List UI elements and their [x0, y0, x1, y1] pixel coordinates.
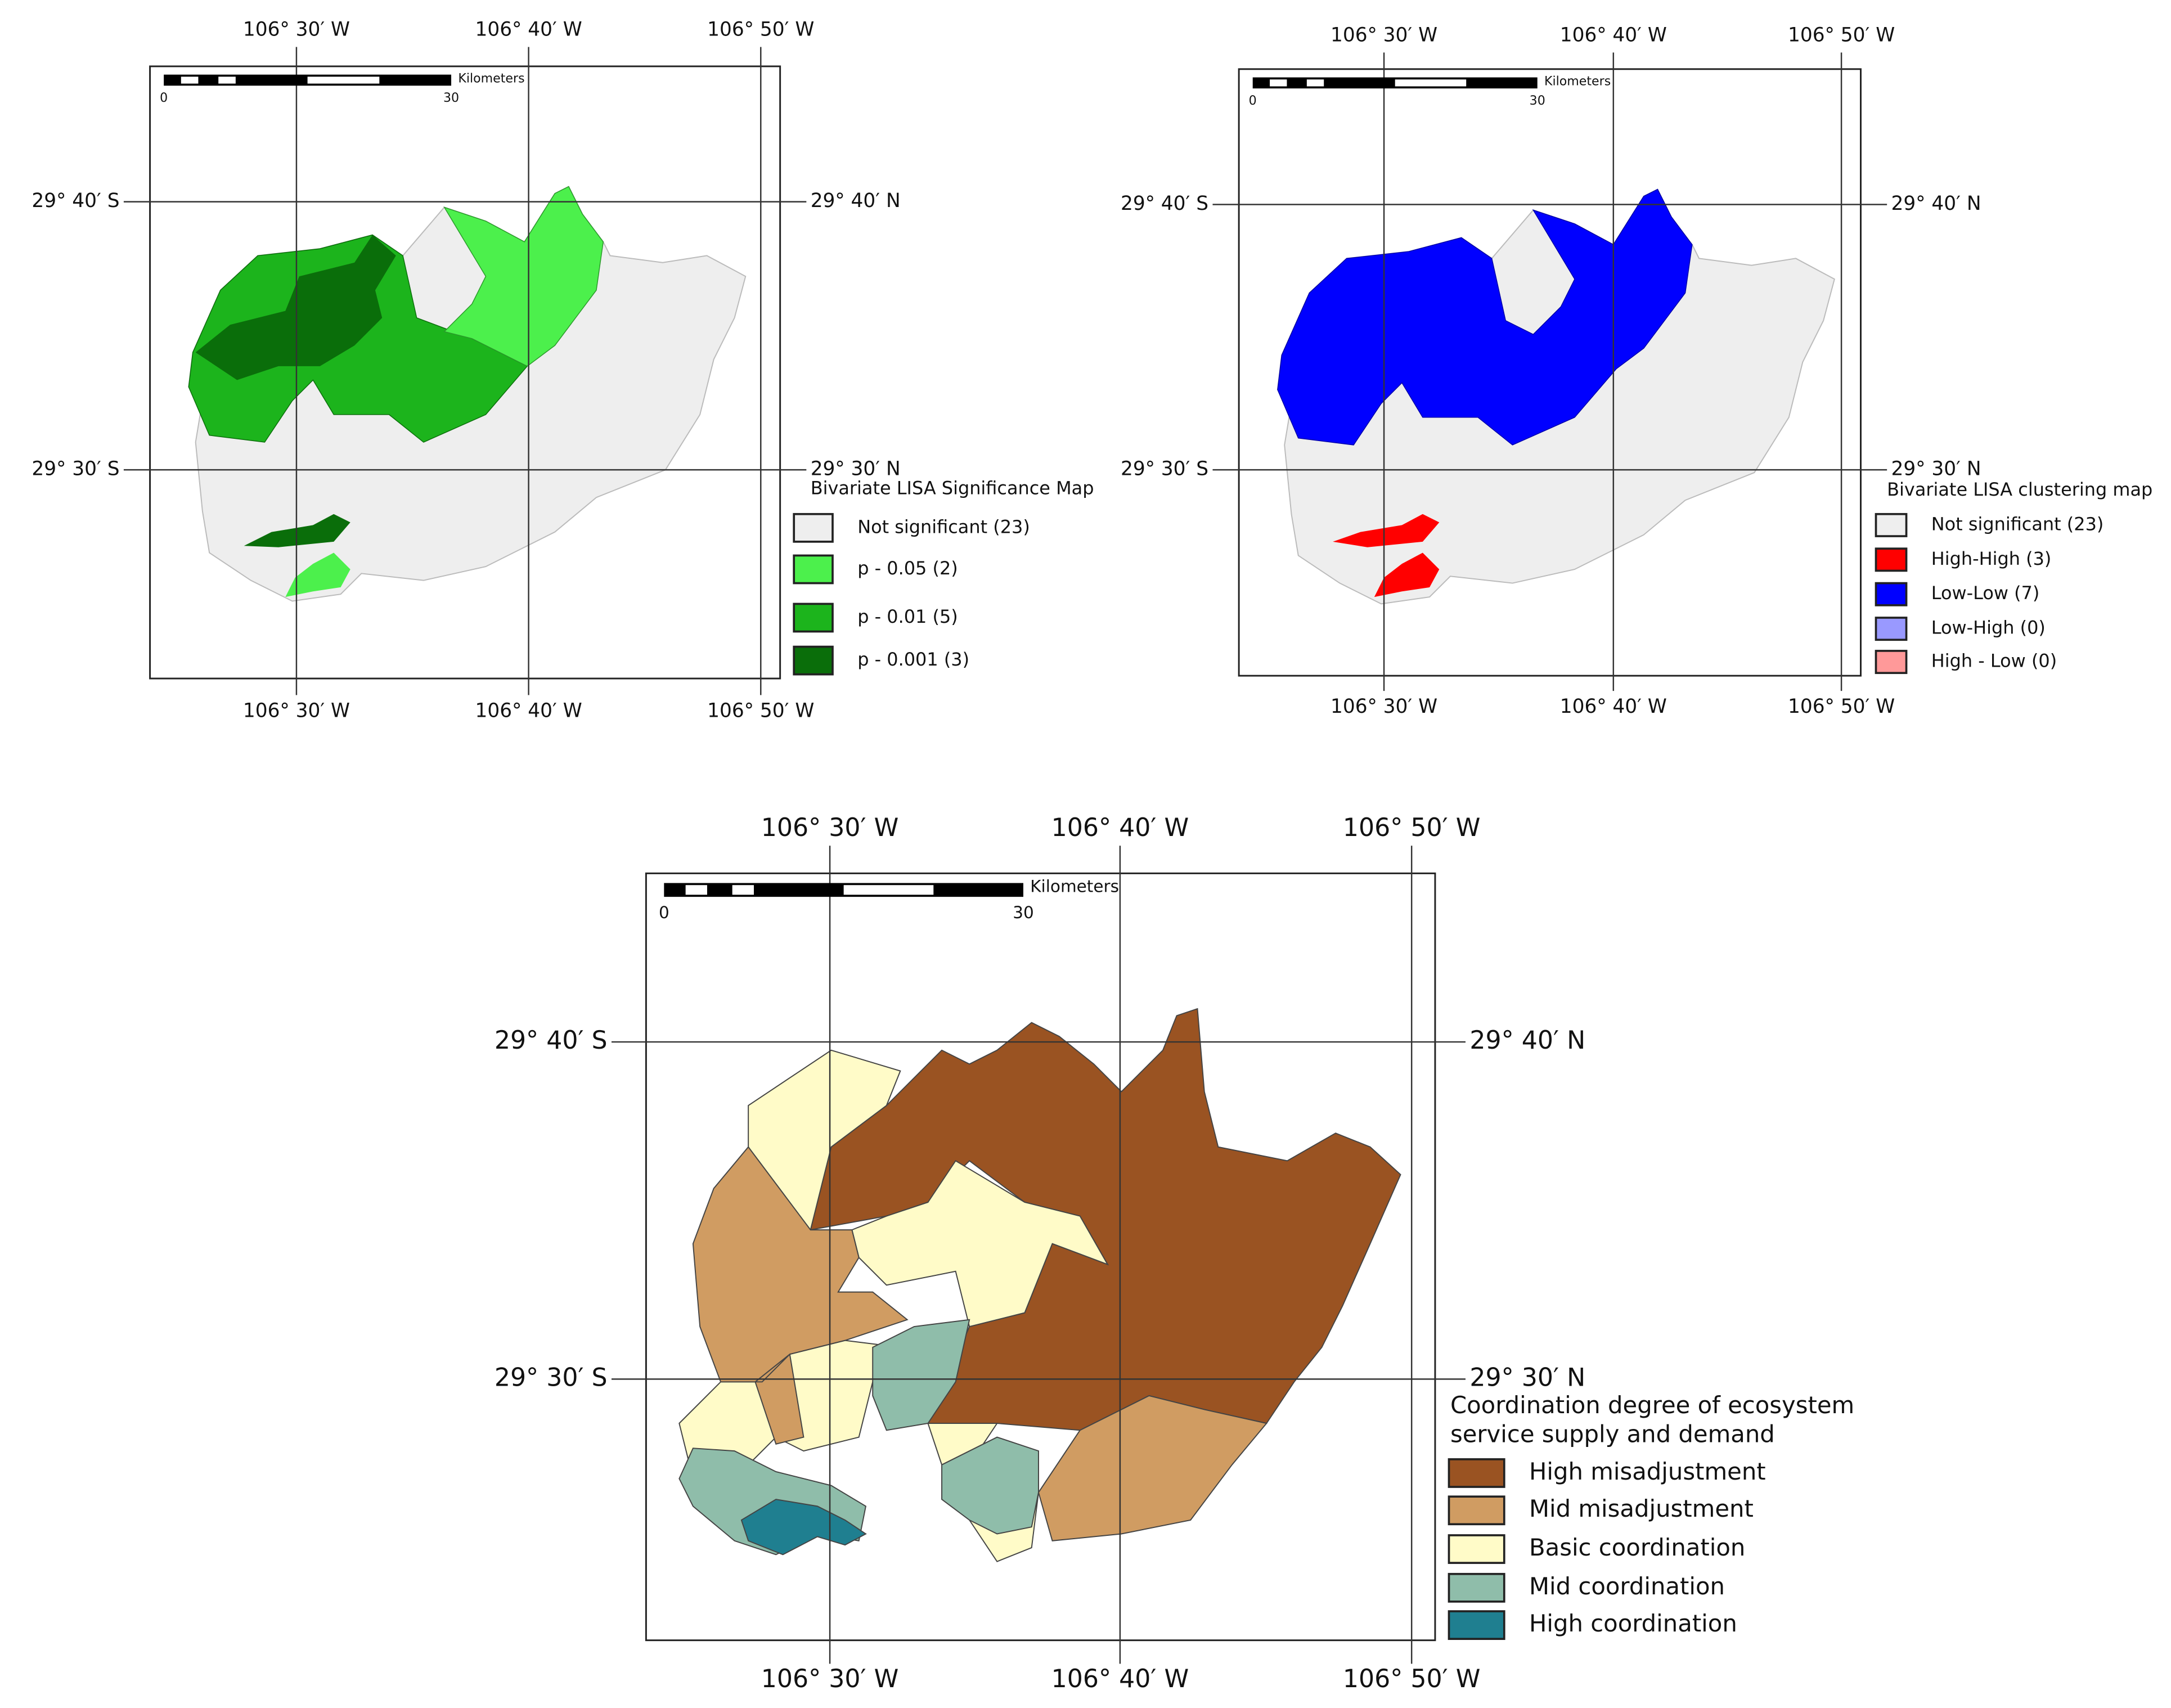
- longitude-label: 106° 40′ W: [475, 19, 582, 41]
- longitude-label: 106° 40′ W: [1560, 695, 1667, 718]
- map-2-regions: [1276, 188, 1836, 605]
- legend-title: Bivariate LISA clustering map: [1887, 479, 2152, 500]
- latitude-label: 29° 40′ N: [811, 190, 901, 212]
- scale-bar-segment: [1306, 79, 1324, 87]
- scale-bar-segment: [685, 885, 707, 895]
- latitude-label: 29° 30′ S: [495, 1363, 608, 1392]
- scale-end: 30: [1530, 93, 1545, 108]
- latitude-label: 29° 40′ N: [1469, 1026, 1585, 1055]
- scale-bar-segment: [218, 77, 236, 84]
- scale-bar-segment: [732, 885, 754, 895]
- scale-end: 30: [443, 91, 459, 105]
- longitude-label: 106° 40′ W: [475, 700, 582, 722]
- longitude-label: 106° 50′ W: [1788, 695, 1895, 718]
- longitude-label: 106° 30′ W: [761, 813, 899, 842]
- scale-bar-segment: [843, 885, 934, 895]
- longitude-label: 106° 30′ W: [243, 700, 350, 722]
- latitude-label: 29° 30′ N: [1891, 458, 1981, 480]
- latitude-label: 29° 30′ S: [1121, 458, 1208, 480]
- legend-swatch: [793, 645, 834, 676]
- legend-swatch: [1448, 1610, 1505, 1640]
- scale-start: 0: [160, 91, 168, 105]
- legend-swatch: [1448, 1572, 1505, 1603]
- legend-label: High-High (3): [1931, 548, 2052, 569]
- longitude-label: 106° 30′ W: [243, 19, 350, 41]
- legend-label: High - Low (0): [1931, 650, 2057, 672]
- legend-swatch: [1875, 617, 1908, 641]
- legend-label: Basic coordination: [1529, 1534, 1745, 1561]
- legend-swatch: [1875, 582, 1908, 606]
- legend-swatch: [1448, 1534, 1505, 1564]
- legend-label: Mid misadjustment: [1529, 1495, 1754, 1522]
- map-3-regions: [678, 1008, 1401, 1562]
- longitude-label: 106° 40′ W: [1051, 813, 1189, 842]
- legend-label: Mid coordination: [1529, 1572, 1725, 1600]
- legend-swatch: [1448, 1458, 1505, 1488]
- longitude-label: 106° 40′ W: [1560, 24, 1667, 46]
- longitude-label: 106° 40′ W: [1051, 1665, 1189, 1693]
- legend-label: p - 0.05 (2): [857, 558, 958, 579]
- longitude-label: 106° 50′ W: [1788, 24, 1895, 46]
- legend-swatch: [793, 603, 834, 633]
- map-frame: [645, 872, 1436, 1642]
- longitude-label: 106° 30′ W: [1331, 24, 1437, 46]
- scale-bar-segment: [1270, 79, 1287, 87]
- legend-swatch: [1875, 513, 1908, 537]
- scale-unit: Kilometers: [1030, 877, 1119, 896]
- scale-bar-segment: [181, 77, 199, 84]
- scale-unit: Kilometers: [458, 71, 524, 86]
- latitude-label: 29° 30′ N: [1469, 1363, 1585, 1392]
- latitude-label: 29° 40′ S: [495, 1026, 608, 1055]
- map-frame: [149, 65, 781, 680]
- legend-swatch: [1875, 547, 1908, 572]
- scale-bar-segment: [307, 77, 380, 84]
- longitude-label: 106° 30′ W: [761, 1665, 899, 1693]
- map-1-regions: [188, 186, 747, 602]
- latitude-label: 29° 30′ S: [32, 458, 119, 480]
- legend-swatch: [793, 513, 834, 543]
- legend-label: Not significant (23): [857, 516, 1030, 537]
- longitude-label: 106° 30′ W: [1331, 695, 1437, 718]
- legend-label: p - 0.01 (5): [857, 606, 958, 627]
- scale-unit: Kilometers: [1544, 74, 1611, 88]
- legend-label: p - 0.001 (3): [857, 649, 969, 670]
- legend-label: Low-High (0): [1931, 617, 2046, 639]
- longitude-label: 106° 50′ W: [707, 700, 814, 722]
- legend-swatch: [1448, 1495, 1505, 1526]
- longitude-label: 106° 50′ W: [707, 19, 814, 41]
- scale-start: 0: [1249, 93, 1257, 108]
- latitude-label: 29° 40′ S: [1121, 192, 1208, 215]
- legend-title: Coordination degree of ecosystem: [1450, 1391, 1854, 1419]
- legend-swatch: [1875, 650, 1908, 675]
- legend-label: Low-Low (7): [1931, 582, 2040, 604]
- latitude-label: 29° 40′ S: [32, 190, 119, 212]
- latitude-label: 29° 40′ N: [1891, 192, 1981, 215]
- legend-swatch: [793, 554, 834, 585]
- scale-bar-segment: [1395, 79, 1467, 87]
- legend-label: High coordination: [1529, 1610, 1737, 1637]
- scale-start: 0: [659, 903, 669, 922]
- legend-label: High misadjustment: [1529, 1458, 1766, 1485]
- legend-label: Not significant (23): [1931, 513, 2104, 534]
- longitude-label: 106° 50′ W: [1343, 813, 1481, 842]
- longitude-label: 106° 50′ W: [1343, 1665, 1481, 1693]
- scale-end: 30: [1013, 903, 1034, 922]
- legend-title: Bivariate LISA Significance Map: [811, 478, 1094, 499]
- legend-title: service supply and demand: [1450, 1421, 1775, 1448]
- latitude-label: 29° 30′ N: [811, 458, 901, 480]
- map-frame: [1238, 68, 1862, 677]
